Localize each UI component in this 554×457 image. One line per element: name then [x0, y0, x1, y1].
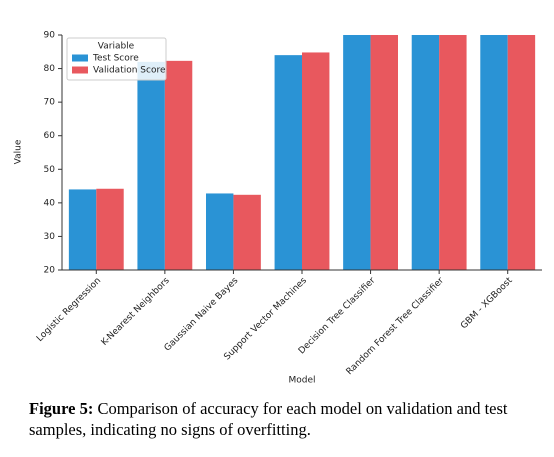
caption: Figure 5: Comparison of accuracy for eac… [29, 398, 539, 440]
bar [370, 35, 398, 270]
caption-label: Figure 5: [29, 399, 94, 418]
bar [206, 193, 234, 270]
bar [507, 35, 536, 270]
x-tick-label: Gaussian Naive Bayes [163, 276, 241, 354]
plot-area [68, 35, 536, 270]
x-tick-label: Logistic Regression [35, 276, 103, 344]
legend-title: Variable [98, 42, 135, 52]
bar [302, 52, 330, 270]
legend-box [66, 37, 167, 81]
bar [233, 194, 261, 270]
y-axis-label: Value [14, 139, 24, 164]
y-tick-label: 70 [44, 98, 56, 108]
y-tick-label: 40 [44, 198, 56, 208]
x-axis-label: Model [288, 376, 315, 386]
x-tick-label: K-Nearest Neighbors [100, 276, 172, 348]
y-tick-label: 20 [44, 266, 56, 276]
legend-swatch [72, 54, 88, 62]
bar [96, 188, 124, 270]
bar [411, 35, 440, 270]
chart: Value Model 20 30 40 50 60 70 80 90 Logistic Reg… [14, 31, 542, 386]
legend-swatch [72, 66, 88, 74]
y-tick-label: 80 [44, 64, 56, 74]
y-tick-label: 60 [44, 131, 56, 141]
bar [164, 60, 193, 270]
bar [439, 35, 467, 270]
x-tick-label: GBM - XGBoost [459, 275, 515, 331]
legend-label: Test Score [92, 54, 139, 64]
caption-text: Comparison of accuracy for each model on… [29, 399, 508, 439]
bar [274, 55, 302, 270]
y-tick-label: 90 [44, 31, 56, 41]
bar [480, 35, 508, 270]
x-tick-label: Decision Tree Classifier [297, 276, 378, 357]
bar [137, 61, 165, 270]
bar [343, 35, 371, 270]
y-tick-label: 50 [44, 165, 56, 175]
bar [68, 189, 97, 270]
legend-label: Validation Score [93, 66, 166, 76]
y-tick-label: 30 [44, 232, 56, 242]
